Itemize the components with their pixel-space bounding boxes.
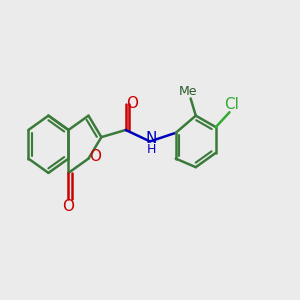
Text: H: H: [146, 143, 156, 156]
Text: O: O: [89, 149, 101, 164]
Text: O: O: [62, 199, 74, 214]
Text: N: N: [146, 131, 157, 146]
Text: Me: Me: [178, 85, 197, 98]
Text: O: O: [127, 96, 139, 111]
Text: Cl: Cl: [224, 97, 239, 112]
